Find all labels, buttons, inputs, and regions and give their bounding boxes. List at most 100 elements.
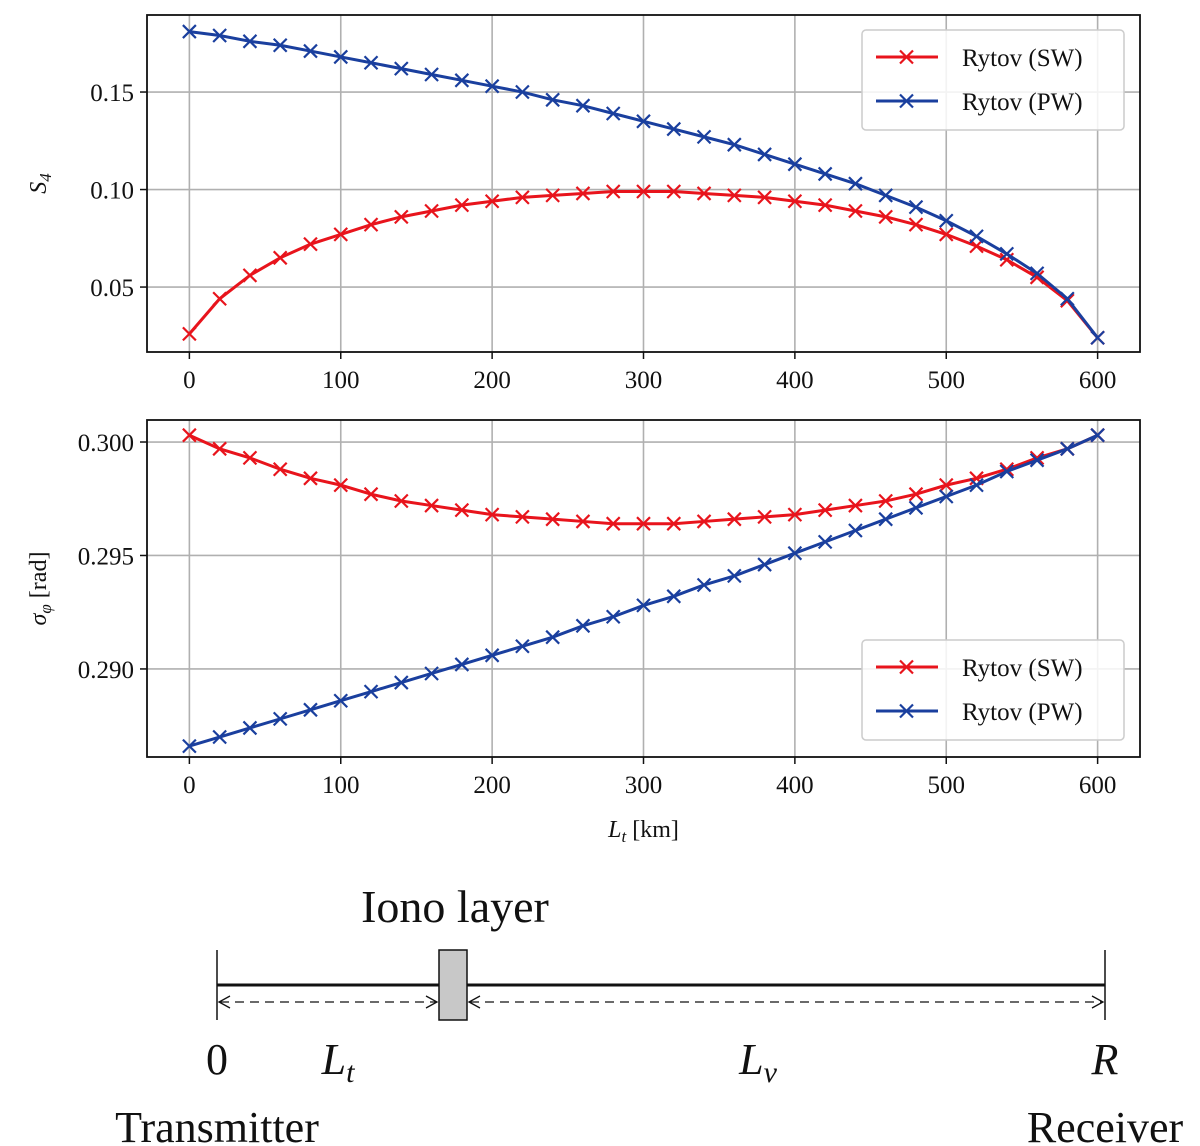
legend-marker: [899, 703, 914, 719]
x-tick-label: 100: [322, 367, 360, 394]
data-point: [484, 507, 500, 522]
data-point: [938, 227, 954, 242]
data-point: [938, 213, 954, 229]
data-point: [242, 450, 258, 466]
data-point: [212, 291, 227, 307]
data-point: [878, 209, 893, 225]
data-point: [817, 197, 833, 213]
data-point: [484, 78, 500, 94]
data-point: [848, 176, 863, 191]
data-point: [394, 61, 409, 76]
data-point: [636, 516, 651, 531]
series-rytov-sw: [182, 427, 1105, 531]
data-point: [545, 511, 560, 527]
origin-label: 0: [206, 1035, 228, 1084]
x-tick-label: 300: [625, 367, 663, 394]
y-axis-label: σφ [rad]: [26, 552, 55, 626]
legend-label: Rytov (PW): [962, 89, 1083, 116]
data-point: [696, 186, 712, 201]
y-axis-label: S4: [26, 173, 55, 194]
data-point: [575, 98, 591, 113]
lt-label: Lt: [321, 1035, 355, 1089]
legend-marker: [899, 49, 914, 65]
data-point: [333, 693, 349, 708]
data-point: [757, 509, 772, 525]
lv-arrowheads: [467, 995, 1105, 1009]
y-tick-label: 0.10: [90, 178, 134, 205]
data-point: [605, 609, 621, 625]
y-tick-label: 0.300: [78, 430, 134, 457]
geometry-diagram: Iono layer 0 Lt Lv R Transmitter Receive…: [115, 881, 1183, 1146]
data-point: [212, 729, 227, 745]
data-point: [696, 514, 712, 529]
legend-label: Rytov (SW): [962, 45, 1083, 72]
data-point: [242, 720, 258, 736]
data-point: [424, 666, 439, 681]
data-point: [787, 545, 803, 561]
data-point: [454, 502, 470, 518]
data-point: [454, 197, 470, 213]
data-point: [969, 229, 984, 244]
x-tick-label: 600: [1079, 772, 1117, 799]
data-point: [484, 648, 500, 663]
data-point: [757, 190, 772, 205]
data-point: [545, 188, 560, 203]
data-point: [242, 268, 258, 283]
y-tick-label: 0.290: [78, 657, 134, 684]
data-point: [363, 684, 379, 699]
data-point: [727, 137, 742, 152]
data-point: [272, 250, 288, 266]
data-point: [424, 498, 439, 513]
series-rytov-pw: [182, 24, 1105, 346]
data-point: [908, 217, 924, 232]
data-point: [1029, 452, 1045, 468]
data-point: [394, 209, 409, 225]
y-tick-label: 0.295: [78, 543, 134, 570]
data-point: [696, 577, 712, 593]
lv-label: Lv: [738, 1035, 777, 1089]
axes-frame: [146, 14, 1141, 353]
legend-box: [861, 639, 1125, 741]
data-point: [394, 675, 409, 690]
data-point: [817, 502, 833, 518]
data-point: [363, 486, 379, 502]
data-point: [817, 166, 833, 182]
data-point: [848, 203, 863, 219]
data-point: [757, 557, 772, 572]
data-point: [272, 711, 288, 727]
data-point: [908, 500, 924, 516]
legend-box: [861, 29, 1125, 131]
x-tick-label: 600: [1079, 367, 1117, 394]
subplot-2: 0 100 200 300 400 500 600 0.290 0.295 0.300 Rytov …: [26, 419, 1141, 846]
data-point: [999, 464, 1015, 479]
x-axis-label: Lt [km]: [607, 817, 679, 846]
legend: Rytov (SW) Rytov (PW): [861, 29, 1125, 131]
data-point: [787, 156, 803, 172]
data-point: [484, 193, 500, 209]
data-point: [363, 217, 379, 232]
data-point: [394, 493, 409, 509]
data-point: [182, 427, 197, 443]
data-point: [969, 477, 984, 493]
data-point: [787, 507, 803, 522]
data-point: [636, 598, 651, 613]
data-point: [878, 493, 893, 509]
data-point: [636, 184, 651, 199]
x-tick-label: 400: [776, 367, 814, 394]
iono-layer-label: Iono layer: [361, 881, 549, 932]
data-point: [333, 49, 349, 65]
data-point: [666, 121, 682, 137]
data-point: [363, 55, 379, 71]
subplot-1: 0 100 200 300 400 500 600 0.05 0.10 0.15 Rytov (SW…: [26, 14, 1141, 394]
x-tick-label: 0: [183, 367, 196, 394]
data-point: [515, 84, 530, 100]
legend-label: Rytov (SW): [962, 655, 1083, 682]
x-tick-label: 200: [473, 367, 511, 394]
data-point: [575, 618, 591, 634]
data-point: [333, 227, 349, 242]
data-point: [242, 34, 258, 49]
data-point: [938, 489, 954, 504]
data-point: [636, 114, 651, 129]
r-label: R: [1091, 1035, 1119, 1084]
data-point: [848, 523, 863, 538]
